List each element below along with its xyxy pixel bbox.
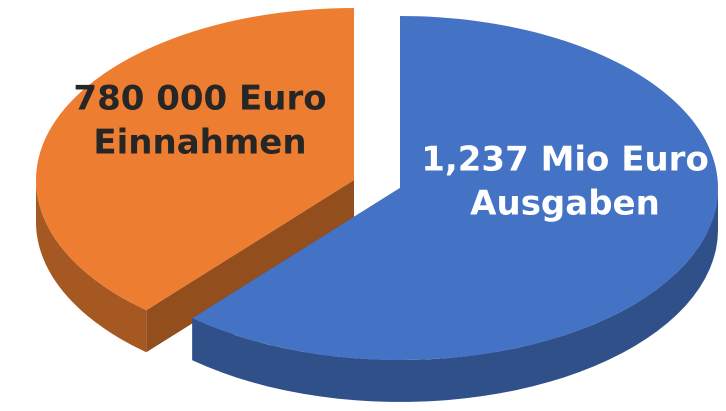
slice-cut-face <box>146 180 354 353</box>
data-label: 780 000 Euro <box>73 79 326 119</box>
pie-slice <box>36 8 354 353</box>
category-label: Einnahmen <box>93 123 306 163</box>
data-label: 1,237 Mio Euro <box>421 140 709 180</box>
slice-side <box>36 180 147 353</box>
slice-top <box>192 16 719 361</box>
slice-side <box>192 188 719 402</box>
slice-top <box>36 8 354 311</box>
pie-slice <box>192 16 719 402</box>
category-label: Ausgaben <box>470 184 660 224</box>
